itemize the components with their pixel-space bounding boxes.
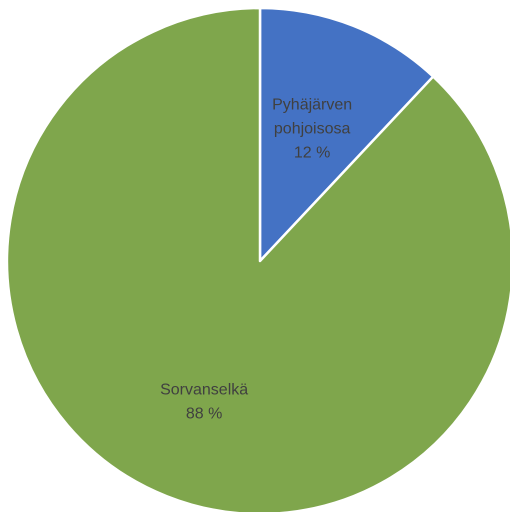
slice-value-label: 88 % xyxy=(186,405,222,422)
slice-label: Pyhäjärven pohjoisosa 12 % xyxy=(272,96,352,161)
slice-label: Sorvanselkä 88 % xyxy=(160,381,248,422)
pie-slice xyxy=(5,6,510,512)
slice-category-label: Pyhäjärven xyxy=(272,96,352,113)
slice-category-label: Sorvanselkä xyxy=(160,381,248,398)
slice-category-label: pohjoisosa xyxy=(274,120,351,137)
pie-slice xyxy=(258,6,435,263)
slice-value-label: 12 % xyxy=(294,144,330,161)
